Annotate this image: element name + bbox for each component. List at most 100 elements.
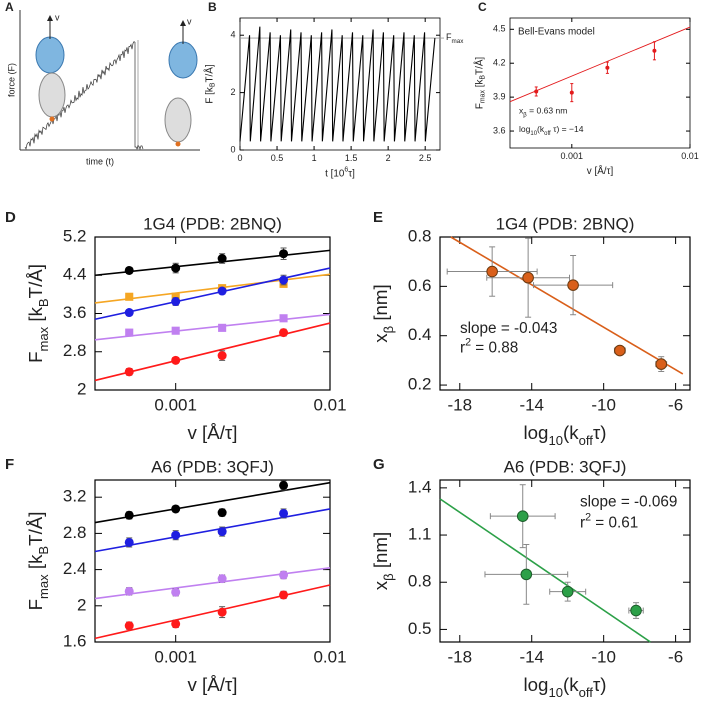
x-axis-label: v [Å/τ]: [188, 674, 238, 695]
point: [217, 607, 227, 617]
text-part: [nm]: [370, 284, 391, 326]
text-part: log: [524, 674, 549, 695]
plot-frame: [509, 17, 691, 149]
text-script: max: [36, 574, 51, 599]
fit-line: [94, 273, 331, 304]
point: [124, 510, 134, 520]
text-part: T/Å]: [25, 264, 46, 298]
text-part: [k: [474, 80, 485, 90]
text-part: F [k: [204, 87, 215, 104]
point: [217, 527, 227, 537]
point: [217, 508, 227, 518]
y-tick-label: 0.6: [408, 276, 432, 295]
anchor: [49, 116, 55, 122]
x-tick-label: 0.01: [313, 396, 346, 415]
panel-label: F: [5, 456, 14, 473]
point: [217, 286, 227, 296]
x-axis-label: log10(koffτ): [524, 674, 607, 700]
x-tick-label: -14: [519, 396, 544, 415]
point: [534, 89, 539, 94]
y-axis-label: xβ [nm]: [370, 532, 396, 590]
point: [171, 297, 181, 307]
fit-line: [94, 249, 331, 277]
point: [279, 480, 289, 490]
x-tick-label: 1: [312, 153, 317, 163]
y-tick-label: 1.4: [408, 477, 432, 496]
y-tick-label: 0.4: [408, 325, 432, 344]
y-tick-label: 2: [77, 379, 86, 398]
fit-line: [94, 313, 331, 341]
plot-frame: [439, 479, 691, 643]
text-script: 2: [585, 512, 591, 524]
annotation: log10(koff τ) = −14: [519, 124, 584, 136]
y-axis-label: Fmax [kBT/Å]: [25, 264, 51, 363]
text-script: 10: [548, 433, 563, 448]
x-tick-label: -10: [591, 648, 616, 667]
annotation: slope = -0.043: [460, 320, 557, 337]
y-tick-label: 2: [230, 87, 235, 97]
text-script: 10: [548, 685, 563, 700]
point: [655, 358, 668, 370]
panel-label: C: [478, 0, 487, 14]
text-script: β: [381, 326, 396, 334]
y-tick-label: 0.8: [408, 572, 432, 591]
panel-label: G: [373, 456, 385, 473]
y-tick-label: 3.6: [63, 303, 87, 322]
text-part: τ]: [348, 168, 355, 179]
point: [125, 328, 134, 337]
x-tick-label: -6: [668, 648, 683, 667]
text-part: x: [370, 580, 391, 590]
text-part: [nm]: [370, 532, 391, 574]
chart-title: 1G4 (PDB: 2BNQ): [496, 215, 635, 234]
x-tick-label: 2: [386, 153, 391, 163]
x-tick-label: -18: [447, 396, 472, 415]
point: [652, 48, 657, 53]
point: [124, 308, 134, 318]
x-tick-label: 0.001: [154, 396, 197, 415]
x-tick-label: 0.001: [154, 648, 197, 667]
fit-line: [94, 322, 331, 382]
text-script: off: [579, 685, 594, 700]
point: [171, 326, 180, 335]
fit-line: [450, 236, 684, 375]
point: [279, 314, 288, 323]
protein-domain: [164, 97, 192, 143]
force-trace: [24, 41, 144, 151]
text-part: (k: [563, 422, 579, 443]
point: [279, 275, 289, 285]
text-part: (k: [563, 674, 579, 695]
point: [279, 508, 289, 518]
point: [486, 265, 498, 278]
protein-domain: [35, 36, 65, 74]
fit-line: [94, 508, 331, 553]
text-part: r: [580, 515, 585, 532]
text-part: = 0.61: [591, 515, 638, 532]
point: [171, 530, 181, 540]
text-part: τ): [593, 422, 607, 443]
annotation: r2 = 0.88: [460, 337, 518, 357]
panel-label: D: [5, 209, 16, 226]
point: [171, 355, 181, 365]
point: [561, 585, 574, 598]
text-part: = 0.88: [471, 340, 518, 357]
protein-domain: [168, 41, 198, 79]
text-part: t [10: [325, 168, 345, 179]
panel-label: B: [208, 0, 217, 14]
y-tick-label: 5.2: [63, 226, 87, 245]
y-tick-label: 3.2: [63, 487, 87, 506]
text-part: [k: [25, 554, 46, 574]
y-tick-label: 0.5: [408, 619, 432, 638]
force-trace: [239, 26, 436, 142]
y-axis-label: F [kBT/Å]: [204, 64, 217, 103]
text-part: F: [474, 103, 485, 109]
x-axis-label: time (t): [86, 156, 114, 166]
point: [125, 292, 134, 301]
chart-title: A6 (PDB: 3QFJ): [151, 458, 274, 477]
x-axis-label: log10(koffτ): [524, 422, 607, 448]
x-tick-label: -14: [519, 648, 544, 667]
text-script: 10: [530, 130, 537, 136]
reference-label: Fmax: [446, 32, 464, 45]
panel-label: A: [5, 0, 14, 14]
plot-frame: [94, 479, 331, 643]
